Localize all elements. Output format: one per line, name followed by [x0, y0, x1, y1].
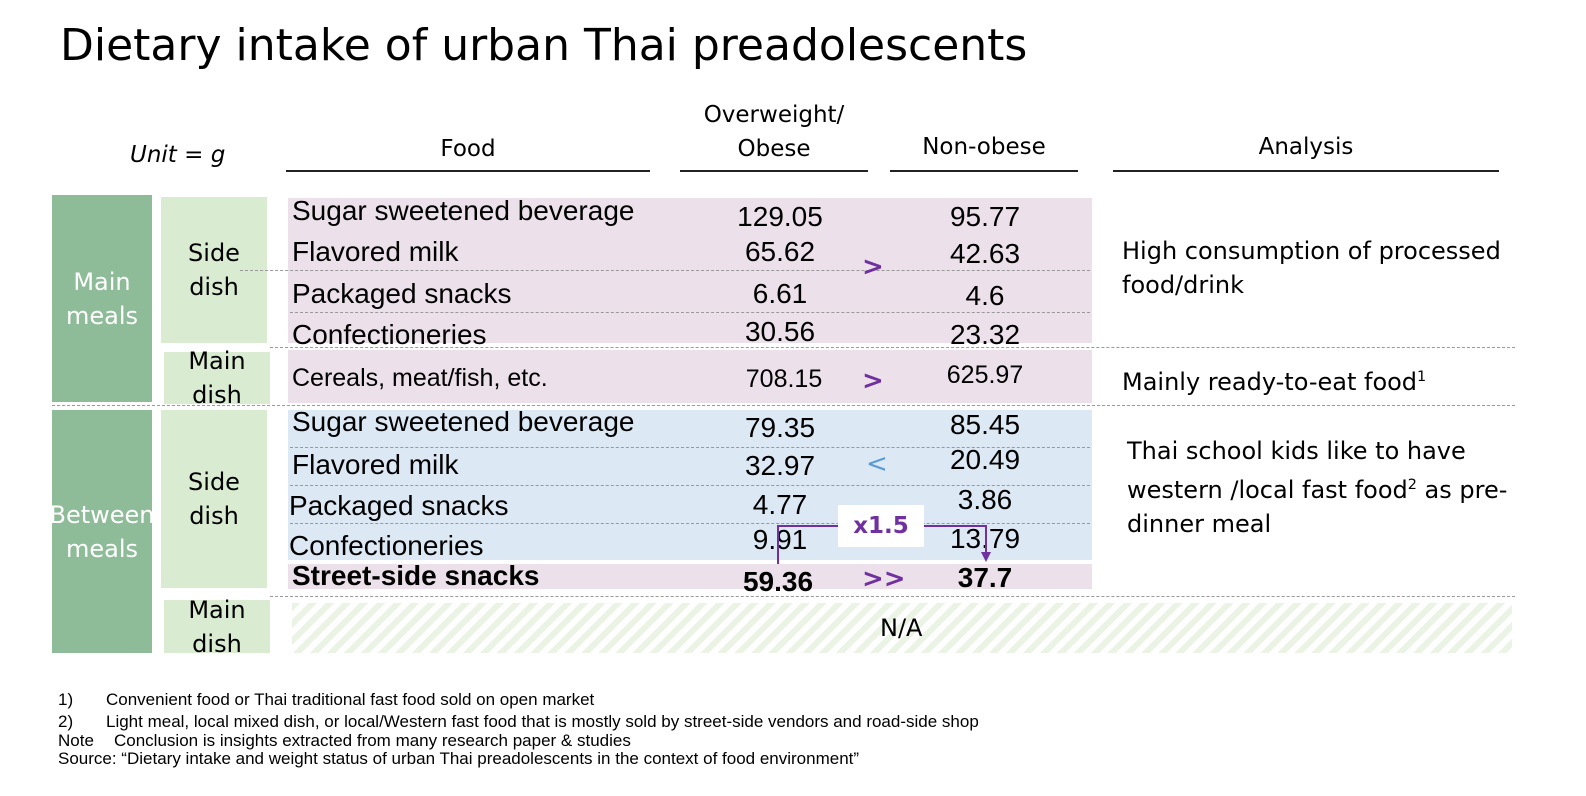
header-food-label: Food: [440, 136, 496, 162]
nonobese-value: 23.32: [949, 319, 1021, 350]
nonobese-value: 85.45: [949, 409, 1021, 440]
obese-value: 4.77: [752, 489, 808, 520]
page-title: Dietary intake of urban Thai preadolesce…: [60, 20, 1028, 71]
food-cell: Confectioneries: [289, 530, 484, 561]
obese-value: 6.61: [752, 278, 808, 309]
food-cell: Confectioneries: [292, 319, 487, 350]
food-cell: Flavored milk: [292, 236, 459, 267]
band-main-main: [288, 350, 1092, 403]
row-divider: [290, 485, 1090, 486]
nonobese-value: 625.97: [946, 361, 1024, 389]
food-cell: Sugar sweetened beverage: [292, 195, 635, 226]
food-cell: Packaged snacks: [289, 490, 509, 521]
food-cell: Flavored milk: [292, 449, 459, 480]
obese-value: 708.15: [745, 365, 823, 393]
analysis-ready-to-eat-text: Mainly ready-to-eat food: [1122, 368, 1418, 396]
greater-than-symbol: >: [862, 366, 884, 396]
ratio-label-box: x1.5: [838, 505, 924, 547]
header-analysis-label: Analysis: [1258, 134, 1354, 160]
nonobese-value: 3.86: [957, 484, 1013, 515]
subgroup-side-dish-between: Side dish: [161, 410, 267, 588]
food-cell: Sugar sweetened beverage: [292, 406, 635, 437]
footnote-ref: 2: [1407, 477, 1417, 493]
note-label: Note: [58, 731, 94, 750]
analysis-fast-food-text-end: as pre-dinner meal: [1127, 476, 1508, 538]
header-overweight-line2: Obese: [737, 136, 811, 162]
row-divider: [290, 312, 1090, 313]
group-between-meals: Between meals: [52, 410, 152, 653]
nonobese-value: 95.77: [949, 201, 1021, 232]
note-line: Note Conclusion is insights extracted fro…: [58, 731, 631, 751]
footnote-ref: 1: [1417, 369, 1427, 385]
group-main-meals: Main meals: [52, 195, 152, 402]
obese-value: 9.91: [752, 524, 808, 555]
analysis-fast-food-text: Thai school kids like to have western /l…: [1127, 437, 1466, 504]
obese-value: 79.35: [744, 412, 816, 443]
source-line: Source: “Dietary intake and weight statu…: [58, 749, 860, 768]
header-food: Food: [286, 136, 650, 172]
subgroup-main-dish-between: Main dish: [164, 596, 270, 658]
subgroup-main-dish-main: Main dish: [164, 347, 270, 409]
footnote-2: 2) Light meal, local mixed dish, or local…: [58, 712, 979, 732]
header-overweight: Overweight/ Obese: [680, 98, 868, 172]
obese-value: 65.62: [744, 236, 816, 267]
nonobese-value: 20.49: [949, 444, 1021, 475]
ratio-label: x1.5: [853, 513, 909, 539]
food-cell: Packaged snacks: [292, 278, 512, 309]
less-than-symbol: <: [866, 449, 888, 479]
footnote-1-number: 1): [58, 690, 74, 709]
analysis-fast-food: Thai school kids like to have western /l…: [1127, 434, 1517, 541]
section-divider: [52, 405, 1515, 406]
food-cell: Cereals, meat/fish, etc.: [292, 364, 548, 392]
row-divider: [290, 447, 1090, 448]
header-nonobese: Non-obese: [890, 134, 1078, 172]
obese-value: 32.97: [744, 450, 816, 481]
analysis-processed-text: High consumption of processed food/drink: [1122, 237, 1501, 299]
footnote-1: 1) Convenient food or Thai traditional fa…: [58, 690, 594, 710]
note-text: Conclusion is insights extracted from ma…: [114, 731, 631, 750]
analysis-ready-to-eat: Mainly ready-to-eat food1: [1122, 360, 1512, 399]
footnote-2-text: Light meal, local mixed dish, or local/W…: [106, 712, 979, 731]
food-cell: Street-side snacks: [292, 560, 540, 591]
na-band: [292, 603, 1512, 653]
obese-value: 129.05: [737, 201, 823, 232]
row-divider: [290, 523, 1090, 524]
much-greater-symbol: >>: [862, 564, 906, 594]
na-label: N/A: [880, 614, 923, 642]
nonobese-value: 37.7: [957, 562, 1013, 593]
header-overweight-line1: Overweight/: [703, 102, 845, 128]
greater-than-symbol: >: [862, 252, 884, 282]
section-divider: [270, 347, 1515, 348]
footnote-2-number: 2): [58, 712, 74, 731]
footnote-1-text: Convenient food or Thai traditional fast…: [106, 690, 595, 709]
analysis-processed: High consumption of processed food/drink: [1122, 234, 1512, 302]
obese-value: 59.36: [742, 566, 814, 597]
header-analysis: Analysis: [1113, 134, 1499, 172]
band-street-snacks: [288, 564, 1092, 589]
nonobese-value: 4.6: [965, 280, 1005, 311]
header-nonobese-label: Non-obese: [922, 134, 1046, 160]
obese-value: 30.56: [744, 316, 816, 347]
nonobese-value: 42.63: [949, 238, 1021, 269]
row-divider: [240, 270, 1090, 271]
section-divider: [270, 596, 1515, 597]
nonobese-value: 13.79: [949, 523, 1021, 554]
unit-label: Unit = g: [130, 142, 226, 168]
